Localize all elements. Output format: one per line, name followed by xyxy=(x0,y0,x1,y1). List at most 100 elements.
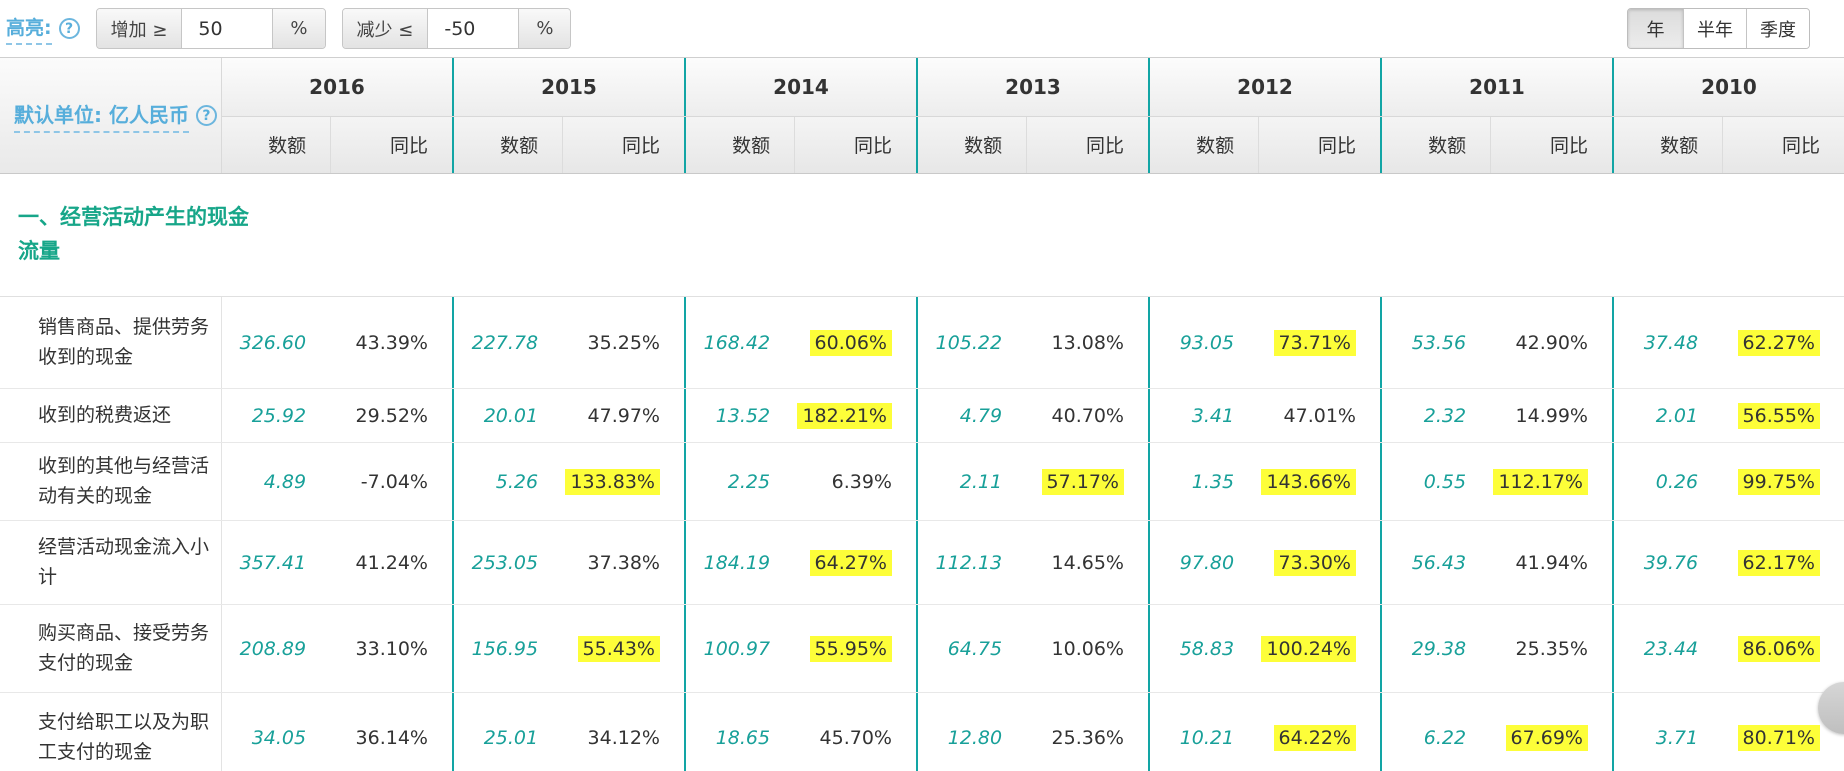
amount-column-header: 数额 xyxy=(732,135,771,158)
yoy-value-highlighted: 80.71% xyxy=(1737,724,1820,751)
amount-cell: 25.92 xyxy=(222,405,330,427)
highlight-help-icon[interactable]: ? xyxy=(58,18,80,39)
amount-cell: 156.95 xyxy=(454,638,562,660)
cell-group-2010: 23.44 86.06% xyxy=(1612,605,1844,692)
amount-value: 105.22 xyxy=(935,331,1003,354)
yoy-value: 6.39% xyxy=(831,470,892,493)
amount-value: 93.05 xyxy=(1179,331,1235,354)
yoy-value: 41.94% xyxy=(1515,551,1588,574)
amount-cell: 18.65 xyxy=(686,727,794,749)
amount-cell: 93.05 xyxy=(1150,332,1258,354)
yoy-value-highlighted: 112.17% xyxy=(1493,468,1588,495)
amount-value: 25.01 xyxy=(483,726,539,749)
yoy-cell: 34.12% xyxy=(562,727,684,749)
cell-group-2015: 227.78 35.25% xyxy=(452,297,684,388)
cell-group-2013: 12.80 25.36% xyxy=(916,693,1148,771)
yoy-value-highlighted: 56.55% xyxy=(1737,402,1820,429)
cell-group-2015: 253.05 37.38% xyxy=(452,521,684,604)
yoy-value: 47.97% xyxy=(587,404,660,427)
unit-label[interactable]: 默认单位: 亿人民币 xyxy=(14,99,189,133)
subheader-group-2016: 数额 同比 xyxy=(222,116,452,173)
amount-value: 2.25 xyxy=(727,470,771,493)
amount-value: 357.41 xyxy=(239,551,307,574)
cell-group-2015: 25.01 34.12% xyxy=(452,693,684,771)
yoy-value: 34.12% xyxy=(587,726,660,749)
period-quarter-button[interactable]: 季度 xyxy=(1746,9,1809,48)
subheader-group-2013: 数额 同比 xyxy=(916,116,1148,173)
row-label-cell: 支付给职工以及为职工支付的现金 xyxy=(0,693,222,771)
unit-help-icon[interactable]: ? xyxy=(195,105,217,126)
decrease-threshold-input[interactable] xyxy=(428,9,519,48)
amount-value: 184.19 xyxy=(703,551,771,574)
amount-cell: 2.25 xyxy=(686,471,794,493)
table-body: 销售商品、提供劳务收到的现金 326.60 43.39% 227.78 35.25% 16… xyxy=(0,297,1844,771)
yoy-cell: 42.90% xyxy=(1490,332,1612,354)
amount-cell: 56.43 xyxy=(1382,552,1490,574)
amount-value: 4.79 xyxy=(959,404,1003,427)
row-cell-groups: 326.60 43.39% 227.78 35.25% 168.42 60.06% 105.… xyxy=(222,297,1844,388)
amount-column-header: 数额 xyxy=(964,135,1003,158)
section-row: 一、经营活动产生的现金流量 xyxy=(0,174,1844,297)
cell-group-2012: 10.21 64.22% xyxy=(1148,693,1380,771)
cell-group-2015: 5.26 133.83% xyxy=(452,443,684,520)
period-year-button[interactable]: 年 xyxy=(1628,9,1683,48)
yoy-cell: 14.99% xyxy=(1490,405,1612,427)
amount-cell: 326.60 xyxy=(222,332,330,354)
cell-group-2016: 357.41 41.24% xyxy=(222,521,452,604)
subheader-row: 数额 同比 数额 同比 数额 同比 数额 同比 数额 同比 数额 同比 数额 同比 xyxy=(222,116,1844,173)
yoy-value: 25.35% xyxy=(1515,637,1588,660)
row-cell-groups: 357.41 41.24% 253.05 37.38% 184.19 64.27% 112.… xyxy=(222,521,1844,604)
table-row: 销售商品、提供劳务收到的现金 326.60 43.39% 227.78 35.25% 16… xyxy=(0,297,1844,389)
cell-group-2013: 112.13 14.65% xyxy=(916,521,1148,604)
amount-cell: 100.97 xyxy=(686,638,794,660)
yoy-cell: 73.71% xyxy=(1258,329,1380,356)
amount-cell: 6.22 xyxy=(1382,727,1490,749)
row-cell-groups: 208.89 33.10% 156.95 55.43% 100.97 55.95% 64.7… xyxy=(222,605,1844,692)
yoy-cell: 60.06% xyxy=(794,329,916,356)
cell-group-2015: 20.01 47.97% xyxy=(452,389,684,442)
year-header-2012: 2012 xyxy=(1148,58,1380,116)
amount-column-header: 数额 xyxy=(500,135,539,158)
cell-group-2016: 25.92 29.52% xyxy=(222,389,452,442)
row-cell-groups: 4.89 -7.04% 5.26 133.83% 2.25 6.39% 2.11 57.17%… xyxy=(222,443,1844,520)
yoy-value-highlighted: 99.75% xyxy=(1737,468,1820,495)
yoy-value-highlighted: 64.22% xyxy=(1273,724,1356,751)
amount-value: 253.05 xyxy=(471,551,539,574)
yoy-value: 43.39% xyxy=(355,331,428,354)
yoy-value-highlighted: 86.06% xyxy=(1737,635,1820,662)
yoy-cell: 182.21% xyxy=(794,402,916,429)
amount-cell: 29.38 xyxy=(1382,638,1490,660)
yoy-value: 25.36% xyxy=(1051,726,1124,749)
cell-group-2013: 64.75 10.06% xyxy=(916,605,1148,692)
yoy-value-highlighted: 55.95% xyxy=(809,635,892,662)
yoy-value-highlighted: 60.06% xyxy=(809,329,892,356)
cell-group-2014: 2.25 6.39% xyxy=(684,443,916,520)
period-halfyear-button[interactable]: 半年 xyxy=(1683,9,1746,48)
amount-value: 208.89 xyxy=(239,637,307,660)
amount-value: 4.89 xyxy=(263,470,307,493)
yoy-cell: 25.36% xyxy=(1026,727,1148,749)
amount-cell: 12.80 xyxy=(918,727,1026,749)
amount-value: 2.11 xyxy=(959,470,1003,493)
subheader-group-2010: 数额 同比 xyxy=(1612,116,1844,173)
yoy-cell: 47.01% xyxy=(1258,405,1380,427)
unit-header-cell: 默认单位: 亿人民币 ? xyxy=(0,58,222,173)
row-label-text: 购买商品、接受劳务支付的现金 xyxy=(38,622,210,674)
increase-threshold-input[interactable] xyxy=(182,9,273,48)
row-label-text: 经营活动现金流入小计 xyxy=(38,536,210,588)
yoy-value-highlighted: 73.30% xyxy=(1273,549,1356,576)
amount-value: 156.95 xyxy=(471,637,539,660)
yoy-cell: 99.75% xyxy=(1722,468,1844,495)
row-label-cell: 购买商品、接受劳务支付的现金 xyxy=(0,605,222,692)
yoy-value: 41.24% xyxy=(355,551,428,574)
amount-value: 2.32 xyxy=(1423,404,1467,427)
yoy-value-highlighted: 64.27% xyxy=(809,549,892,576)
yoy-cell: 133.83% xyxy=(562,468,684,495)
yoy-cell: 33.10% xyxy=(330,638,452,660)
row-label-cell: 收到的其他与经营活动有关的现金 xyxy=(0,443,222,520)
row-label-cell: 收到的税费返还 xyxy=(0,389,222,442)
amount-cell: 227.78 xyxy=(454,332,562,354)
yoy-cell: 41.94% xyxy=(1490,552,1612,574)
yoy-cell: 40.70% xyxy=(1026,405,1148,427)
